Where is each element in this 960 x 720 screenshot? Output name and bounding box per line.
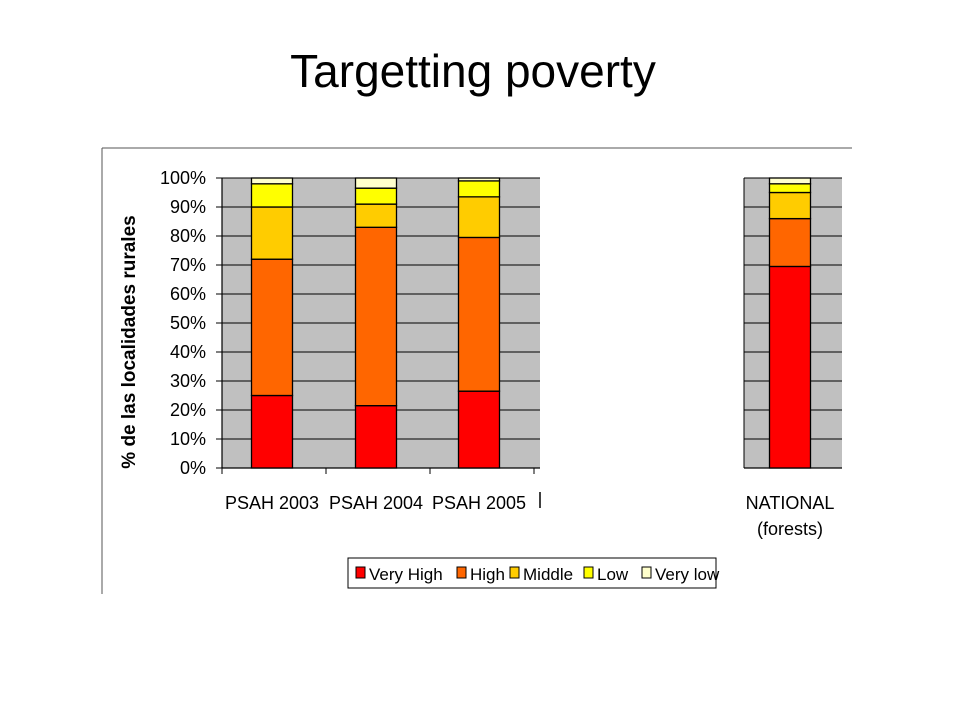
bar-segment [457,236,501,392]
x-tick-labels: PSAH 2003 PSAH 2004 PSAH 2005 NATIONAL (fore… [225,493,834,539]
y-axis-label: % de las localidades rurales [119,215,140,468]
y-tick-label: 100% [160,168,206,188]
bar-segment [457,390,501,469]
bar-segment [354,404,398,469]
slide-title: Targetting poverty [290,45,656,97]
bar-segment [768,177,812,185]
legend-label: Low [597,565,629,584]
legend-label: Very low [655,565,720,584]
legend-label: Very High [369,565,443,584]
bar-segment [250,177,294,185]
x-tick-label: NATIONAL [746,493,835,513]
y-tick-label: 80% [170,226,206,246]
bar-segment [354,187,398,205]
legend-swatch [509,566,520,579]
y-tick-label: 60% [170,284,206,304]
bars [250,177,812,469]
legend-swatch [641,566,652,579]
bar-segment [354,226,398,407]
y-tick-label: 50% [170,313,206,333]
bar-segment [457,180,501,198]
bar-segment [250,394,294,469]
bar-segment [457,196,501,239]
bar-segment [768,265,812,469]
bar-segment [768,183,812,194]
bar-segment [457,177,501,182]
legend-label: High [470,565,505,584]
bar-segment [354,177,398,189]
x-tick-label: PSAH 2003 [225,493,319,513]
bar-segment [250,258,294,397]
bar-segment [768,191,812,220]
legend-swatch [355,566,366,579]
y-tick-label: 20% [170,400,206,420]
x-tick-label: PSAH 2005 [432,493,526,513]
bar-segment [354,203,398,228]
bar-segment [768,217,812,268]
legend: Very High High Middle Low Very low [355,565,720,584]
legend-label: Middle [523,565,573,584]
y-tick-labels: 0% 10% 20% 30% 40% 50% 60% 70% 80% 90% 100% [160,168,206,478]
y-tick-label: 30% [170,371,206,391]
x-tick-label: (forests) [757,519,823,539]
y-tick-label: 10% [170,429,206,449]
legend-swatch [583,566,594,579]
bar-segment [250,183,294,208]
legend-swatch [456,566,467,579]
y-tick-label: 0% [180,458,206,478]
bar-segment [250,206,294,260]
y-tick-label: 90% [170,197,206,217]
y-tick-label: 70% [170,255,206,275]
legend-box [347,557,717,589]
y-tick-label: 40% [170,342,206,362]
x-tick-label: PSAH 2004 [329,493,423,513]
